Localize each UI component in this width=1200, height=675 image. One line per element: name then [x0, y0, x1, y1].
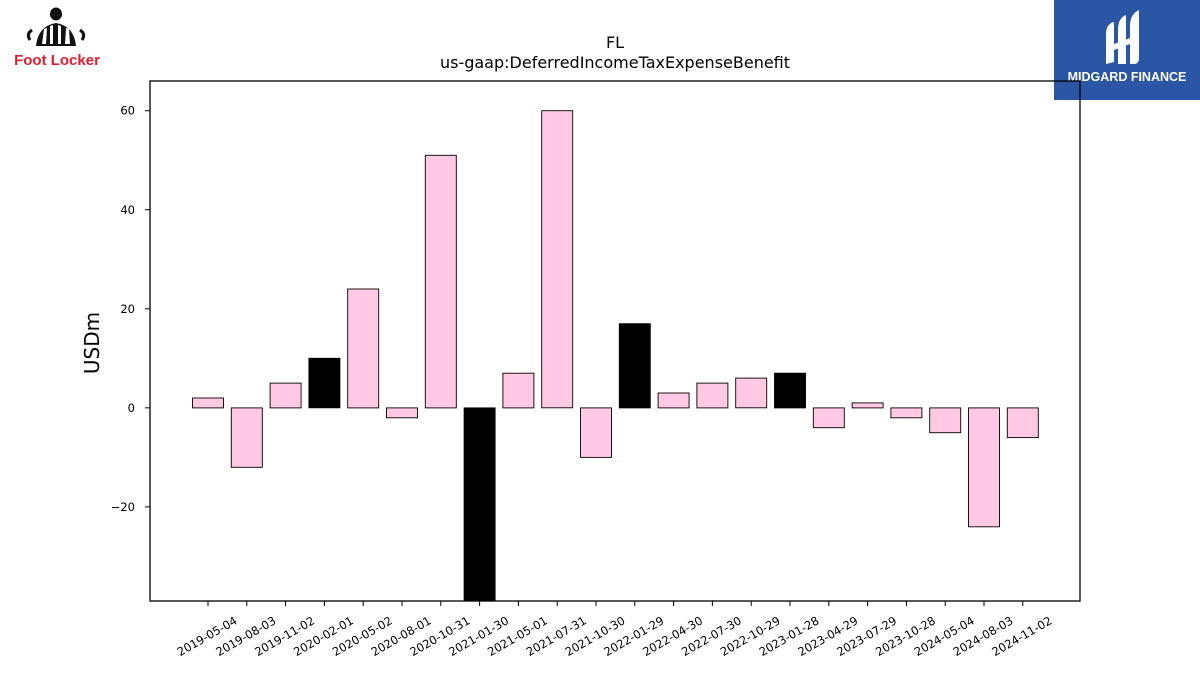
- bar-2021-01-30: [463, 407, 496, 602]
- bar-2021-05-01: [502, 372, 535, 409]
- bar-2022-07-30: [696, 382, 729, 409]
- referee-icon: Foot Locker: [14, 7, 100, 69]
- x-axis-ticks: 2019-05-042019-08-032019-11-022020-02-01…: [175, 601, 1054, 659]
- y-tick-label: 40: [120, 203, 135, 217]
- midgard-finance-logo: MIDGARD FINANCE: [1054, 0, 1200, 100]
- bar-2024-08-03: [968, 407, 1000, 528]
- bar-2020-08-01: [386, 407, 418, 419]
- sponsor-name: MIDGARD FINANCE: [1068, 70, 1187, 84]
- bar-2022-04-30: [657, 392, 690, 409]
- y-tick-label: 0: [128, 401, 135, 415]
- foot-locker-logo: Foot Locker: [0, 0, 115, 75]
- bar-2021-07-31: [541, 110, 574, 409]
- bar-2024-11-02: [1006, 407, 1039, 439]
- y-tick-label: −20: [111, 500, 135, 514]
- bar-2022-01-29: [618, 323, 651, 409]
- y-tick-label: 20: [120, 302, 135, 316]
- bar-2023-07-29: [851, 402, 884, 409]
- y-axis-label: USDm: [80, 312, 104, 374]
- bar-2020-02-01: [308, 357, 341, 409]
- bar-2023-10-28: [890, 407, 923, 419]
- brand-name: Foot Locker: [14, 52, 100, 69]
- bar-2019-08-03: [230, 407, 263, 468]
- bar-2021-10-30: [580, 407, 612, 458]
- midgard-mark-icon: MIDGARD FINANCE: [1068, 10, 1187, 84]
- bar-2023-04-29: [812, 407, 845, 429]
- y-axis-ticks: −20 0 20 40 60: [111, 104, 150, 514]
- bar-2019-11-02: [269, 382, 302, 409]
- y-tick-label: 60: [120, 104, 135, 118]
- bar-2022-10-29: [735, 377, 768, 409]
- bar-2019-05-04: [192, 397, 224, 409]
- bar-2024-05-04: [929, 407, 962, 434]
- chart-subtitle: us-gaap:DeferredIncomeTaxExpenseBenefit: [440, 53, 790, 72]
- plot-frame: [149, 80, 1081, 602]
- chart-title: FL: [606, 33, 624, 52]
- bar-2020-05-02: [347, 288, 380, 409]
- bar-2023-01-28: [774, 372, 806, 409]
- bar-2020-10-31: [424, 154, 457, 409]
- bars-layer: [192, 110, 1039, 602]
